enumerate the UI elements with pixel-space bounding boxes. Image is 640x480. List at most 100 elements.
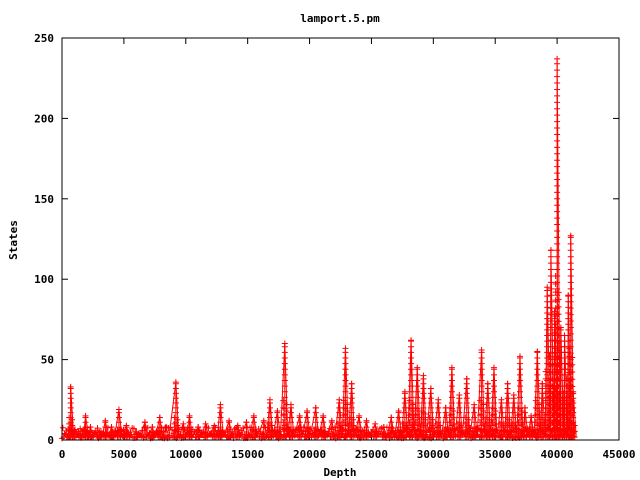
data-point	[218, 428, 225, 435]
y-tick-label: 200	[34, 112, 54, 125]
data-point	[342, 383, 349, 390]
data-point	[342, 371, 349, 378]
data-point	[534, 366, 541, 373]
data-point	[534, 377, 541, 384]
data-point	[215, 427, 222, 434]
data-point	[59, 424, 66, 431]
data-point	[555, 311, 562, 318]
data-point	[281, 371, 288, 378]
x-tick-label: 35000	[479, 448, 512, 461]
data-point	[490, 383, 497, 390]
data-point	[124, 434, 131, 441]
data-point	[421, 422, 428, 429]
x-tick-label: 25000	[355, 448, 388, 461]
data-point	[174, 422, 181, 429]
data-point	[104, 424, 111, 431]
data-point	[364, 434, 371, 441]
data-point	[478, 371, 485, 378]
chart-title: lamport.5.pm	[300, 12, 380, 25]
data-point	[534, 383, 541, 390]
data-point	[477, 404, 484, 411]
data-point	[490, 388, 497, 395]
data-point	[289, 428, 296, 435]
data-point	[544, 332, 551, 339]
data-point	[478, 366, 485, 373]
data-point	[429, 422, 436, 429]
data-point	[373, 434, 380, 441]
data-point	[408, 377, 415, 384]
x-tick-label: 15000	[231, 448, 264, 461]
data-point	[342, 366, 349, 373]
y-tick-label: 50	[41, 354, 54, 367]
y-tick-label: 100	[34, 273, 54, 286]
data-point	[281, 422, 288, 429]
data-point	[386, 427, 393, 434]
data-point	[544, 349, 551, 356]
data-point	[281, 360, 288, 367]
data-point	[88, 434, 95, 441]
data-point	[414, 394, 421, 401]
data-point	[283, 421, 290, 428]
data-point	[174, 428, 181, 435]
data-point	[130, 425, 137, 432]
data-point	[465, 422, 472, 429]
y-tick-label: 250	[34, 32, 54, 45]
data-point	[408, 422, 415, 429]
data-point	[408, 366, 415, 373]
data-point	[342, 377, 349, 384]
data-point	[311, 427, 318, 434]
data-point	[477, 426, 484, 433]
data-point	[480, 408, 487, 415]
data-point	[280, 426, 287, 433]
data-point	[414, 383, 421, 390]
x-tick-label: 20000	[293, 448, 326, 461]
data-point	[414, 388, 421, 395]
data-point	[252, 434, 259, 441]
plot-frame	[61, 37, 620, 441]
data-point	[534, 371, 541, 378]
data-point	[408, 371, 415, 378]
data-point	[305, 434, 312, 441]
data-point	[414, 422, 421, 429]
data-point	[155, 427, 162, 434]
data-point	[409, 408, 416, 415]
data-point	[340, 404, 347, 411]
data-point	[350, 422, 357, 429]
data-point	[450, 414, 457, 421]
x-tick-label: 0	[59, 448, 66, 461]
data-point	[534, 422, 541, 429]
data-point	[448, 383, 455, 390]
y-axis-label: States	[7, 220, 20, 260]
data-point	[408, 383, 415, 390]
data-point	[571, 428, 578, 435]
data-point	[448, 422, 455, 429]
data-point	[305, 428, 312, 435]
data-point	[465, 416, 472, 423]
data-point	[283, 408, 290, 415]
data-point	[544, 326, 551, 333]
y-tick-label: 0	[47, 434, 54, 447]
data-point	[280, 397, 287, 404]
data-point	[421, 416, 428, 423]
series-line	[67, 58, 577, 439]
data-point	[478, 422, 485, 429]
data-point	[516, 371, 523, 378]
data-point	[448, 394, 455, 401]
data-point	[571, 422, 578, 429]
data-point	[218, 434, 225, 441]
data-point	[187, 434, 194, 441]
data-point	[227, 434, 234, 441]
data-point	[490, 394, 497, 401]
data-marks	[59, 55, 578, 442]
data-point	[477, 397, 484, 404]
data-point	[343, 408, 350, 415]
data-point	[94, 425, 101, 432]
x-axis-label: Depth	[323, 466, 356, 479]
x-tick-label: 45000	[602, 448, 635, 461]
data-point	[289, 434, 296, 441]
data-point	[516, 377, 523, 384]
data-point	[532, 404, 539, 411]
x-tick-label: 10000	[169, 448, 202, 461]
data-point	[350, 428, 357, 435]
